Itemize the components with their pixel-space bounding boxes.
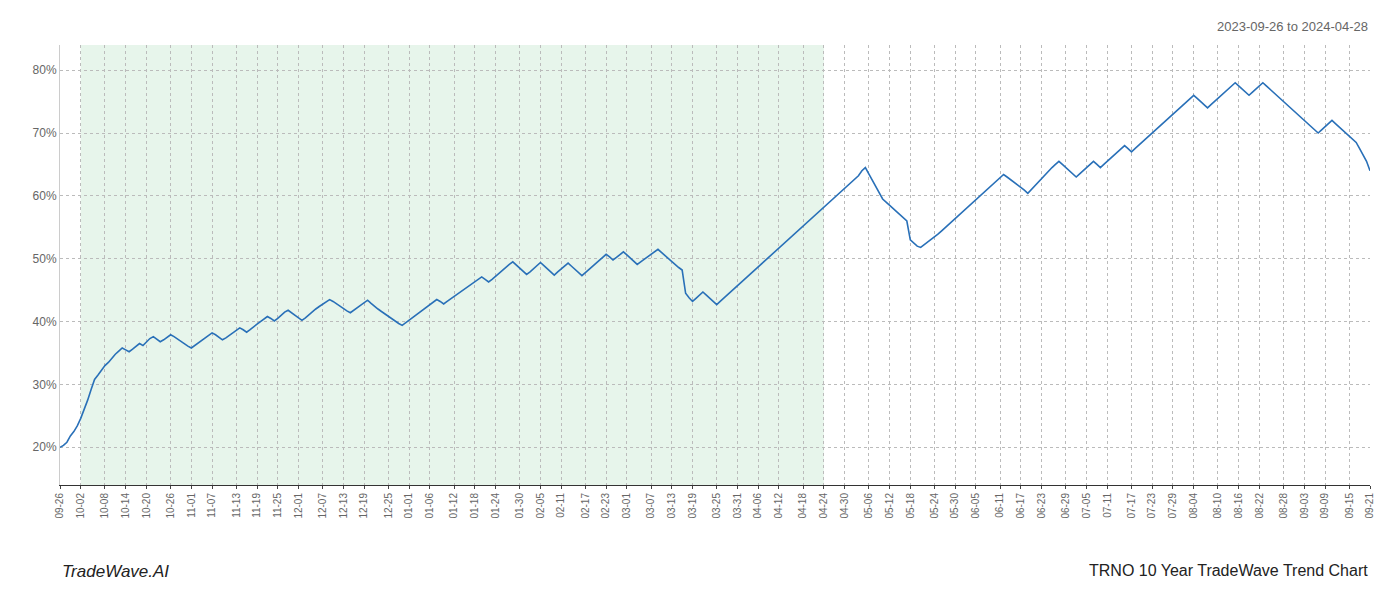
svg-text:70%: 70% [33,126,57,140]
svg-text:01-18: 01-18 [469,493,480,519]
svg-text:01-30: 01-30 [514,493,525,519]
svg-text:08-16: 08-16 [1233,493,1244,519]
svg-text:07-11: 07-11 [1102,493,1113,518]
svg-text:02-23: 02-23 [600,493,611,519]
svg-text:01-12: 01-12 [448,493,459,519]
svg-text:04-06: 04-06 [752,493,763,519]
svg-text:07-23: 07-23 [1146,493,1157,519]
svg-text:07-29: 07-29 [1167,493,1178,519]
svg-text:12-19: 12-19 [358,493,369,519]
svg-text:01-01: 01-01 [403,493,414,519]
svg-text:06-11: 06-11 [994,493,1005,518]
svg-text:05-12: 05-12 [884,493,895,519]
svg-text:05-18: 05-18 [905,493,916,519]
svg-text:TradeWave.AI: TradeWave.AI [62,562,169,581]
svg-text:12-13: 12-13 [338,493,349,519]
svg-text:02-05: 02-05 [535,493,546,519]
svg-text:08-28: 08-28 [1278,493,1289,519]
svg-text:07-05: 07-05 [1081,493,1092,519]
svg-text:12-25: 12-25 [383,493,394,519]
svg-text:11-01: 11-01 [186,493,197,518]
svg-text:09-03: 09-03 [1299,493,1310,519]
svg-text:12-01: 12-01 [293,493,304,519]
svg-text:08-22: 08-22 [1254,493,1265,519]
svg-text:40%: 40% [33,315,57,329]
svg-text:03-13: 03-13 [666,493,677,519]
svg-text:03-31: 03-31 [732,493,743,519]
svg-text:10-20: 10-20 [141,493,152,519]
svg-text:02-17: 02-17 [580,493,591,519]
svg-text:80%: 80% [33,63,57,77]
svg-text:06-05: 06-05 [970,493,981,519]
svg-text:08-10: 08-10 [1212,493,1223,519]
svg-text:11-07: 11-07 [206,493,217,518]
svg-text:12-07: 12-07 [317,493,328,519]
svg-text:60%: 60% [33,189,57,203]
svg-text:04-30: 04-30 [839,493,850,519]
svg-text:05-24: 05-24 [929,493,940,519]
svg-text:03-25: 03-25 [711,493,722,519]
svg-text:08-04: 08-04 [1188,493,1199,519]
svg-text:03-19: 03-19 [687,493,698,519]
svg-text:05-06: 05-06 [863,493,874,519]
svg-text:09-26: 09-26 [54,493,65,519]
svg-text:04-18: 04-18 [797,493,808,519]
svg-text:02-11: 02-11 [555,493,566,518]
svg-text:06-29: 06-29 [1060,493,1071,519]
svg-text:04-12: 04-12 [773,493,784,519]
svg-text:20%: 20% [33,440,57,454]
svg-text:11-19: 11-19 [251,493,262,518]
svg-text:05-30: 05-30 [949,493,960,519]
svg-text:11-25: 11-25 [272,493,283,518]
svg-text:TRNO 10 Year TradeWave Trend C: TRNO 10 Year TradeWave Trend Chart [1089,562,1368,579]
svg-text:01-24: 01-24 [490,493,501,519]
svg-text:10-02: 10-02 [75,493,86,519]
svg-text:11-13: 11-13 [231,493,242,518]
svg-text:50%: 50% [33,252,57,266]
svg-text:04-24: 04-24 [818,493,829,519]
svg-text:09-21: 09-21 [1364,493,1375,519]
svg-text:10-26: 10-26 [165,493,176,519]
svg-text:09-15: 09-15 [1344,493,1355,519]
svg-text:30%: 30% [33,378,57,392]
svg-text:07-17: 07-17 [1126,493,1137,519]
svg-text:06-17: 06-17 [1015,493,1026,519]
svg-text:09-09: 09-09 [1319,493,1330,519]
svg-text:06-23: 06-23 [1036,493,1047,519]
svg-text:2023-09-26 to 2024-04-28: 2023-09-26 to 2024-04-28 [1217,19,1368,34]
svg-text:01-06: 01-06 [424,493,435,519]
svg-text:10-14: 10-14 [120,493,131,519]
svg-text:03-07: 03-07 [645,493,656,519]
svg-text:03-01: 03-01 [621,493,632,519]
svg-text:10-08: 10-08 [99,493,110,519]
